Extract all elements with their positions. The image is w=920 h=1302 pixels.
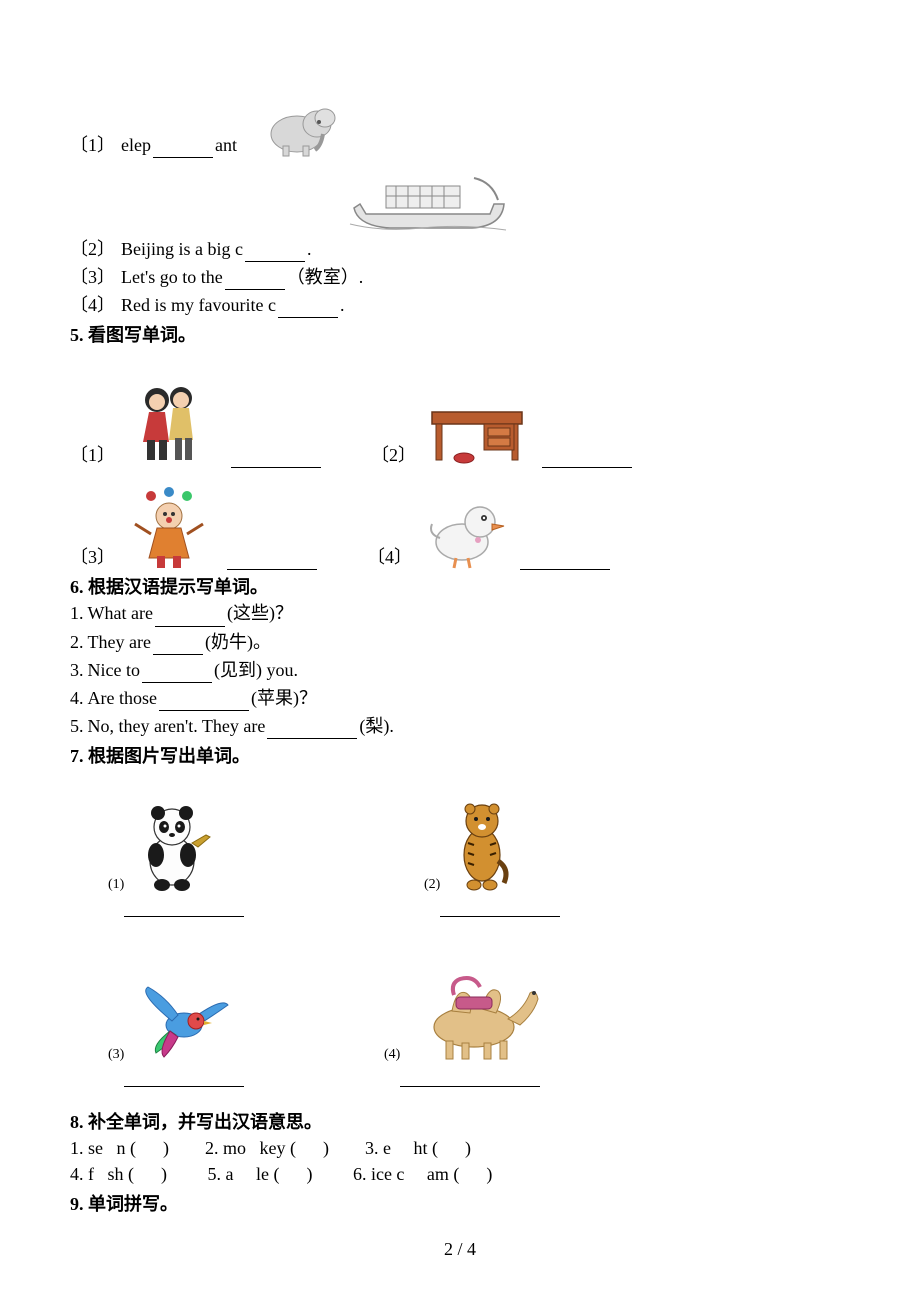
s6-4-after: (苹果)？ <box>251 685 317 711</box>
s6-item-5: 5. No, they aren't. They are (梨). <box>70 713 850 739</box>
section-8-heading: 8. 补全单词，并写出汉语意思。 <box>70 1109 850 1135</box>
q3-index: 〔3〕 <box>70 264 115 290</box>
q3-blank[interactable] <box>225 272 285 290</box>
s5-item-2-blank[interactable] <box>542 450 632 468</box>
question-2-text: 〔2〕 Beijing is a big c . <box>70 236 850 262</box>
s5-item-4-blank[interactable] <box>520 552 610 570</box>
s5-item-3-index: 〔3〕 <box>70 544 115 570</box>
s6-2-n: 2. <box>70 629 84 655</box>
children-icon <box>121 378 221 468</box>
question-4-text: 〔4〕 Red is my favourite c . <box>70 292 850 318</box>
tiger-icon <box>444 799 522 895</box>
s6-1-before: What are <box>88 600 153 626</box>
s6-item-4: 4. Are those (苹果)？ <box>70 685 850 711</box>
camel-icon <box>404 965 554 1065</box>
section-7-heading: 7. 根据图片写出单词。 <box>70 743 850 769</box>
s5-item-4-index: 〔4〕 <box>367 544 412 570</box>
section-5-heading: 5. 看图写单词。 <box>70 322 850 348</box>
s6-3-n: 3. <box>70 657 84 683</box>
s6-5-n: 5. <box>70 713 84 739</box>
s7-lbl-3: (3) <box>108 1045 124 1065</box>
q3-after: （教室）. <box>287 264 364 290</box>
s6-4-blank[interactable] <box>159 693 249 711</box>
panda-icon <box>128 799 220 895</box>
section-7-row-2: (3) (4) <box>70 965 850 1087</box>
s8-row-1: 1. se n ( ) 2. mo key ( ) 3. e ht ( ) <box>70 1135 850 1161</box>
q2-index: 〔2〕 <box>70 236 115 262</box>
question-2-image-row <box>70 164 850 236</box>
q1-before: elep <box>121 132 151 158</box>
s6-5-blank[interactable] <box>267 721 357 739</box>
s6-item-3: 3. Nice to (见到) you. <box>70 657 850 683</box>
boat-icon <box>342 164 512 236</box>
s6-1-blank[interactable] <box>155 609 225 627</box>
elephant-icon <box>261 90 339 162</box>
desk-icon <box>422 394 532 468</box>
s6-1-after: (这些)？ <box>227 600 293 626</box>
bird-icon <box>128 975 238 1065</box>
section-6-heading: 6. 根据汉语提示写单词。 <box>70 574 850 600</box>
s7-blank-4[interactable] <box>400 1069 540 1087</box>
q2-after: . <box>307 236 312 262</box>
q4-blank[interactable] <box>278 300 338 318</box>
s5-item-1-index: 〔1〕 <box>70 442 115 468</box>
s6-4-before: Are those <box>88 685 157 711</box>
q4-after: . <box>340 292 345 318</box>
s5-item-1-blank[interactable] <box>231 450 321 468</box>
section-9-heading: 9. 单词拼写。 <box>70 1191 850 1217</box>
q1-index: 〔1〕 <box>70 132 115 158</box>
s6-item-1: 1. What are (这些)？ <box>70 600 850 626</box>
s8-row-2: 4. f sh ( ) 5. a le ( ) 6. ice c am ( ) <box>70 1161 850 1187</box>
s6-1-n: 1. <box>70 600 84 626</box>
s6-3-blank[interactable] <box>142 665 212 683</box>
q3-before: Let's go to the <box>121 264 223 290</box>
s6-2-after: (奶牛)。 <box>205 629 271 655</box>
s7-blank-3[interactable] <box>124 1069 244 1087</box>
s6-3-after: (见到) you. <box>214 657 298 683</box>
section-5-row-2: 〔3〕 〔4〕 <box>70 484 850 570</box>
s6-5-after: (梨). <box>359 713 394 739</box>
section-5-row-1: 〔1〕 〔2〕 <box>70 378 850 468</box>
s6-3-before: Nice to <box>88 657 140 683</box>
duck-icon <box>418 496 510 570</box>
q2-blank[interactable] <box>245 244 305 262</box>
clown-icon <box>121 484 217 570</box>
q4-index: 〔4〕 <box>70 292 115 318</box>
s7-blank-1[interactable] <box>124 899 244 917</box>
q1-after: ant <box>215 132 237 158</box>
page-number: 2 / 4 <box>0 1236 920 1262</box>
s7-lbl-4: (4) <box>384 1045 400 1065</box>
q1-blank[interactable] <box>153 140 213 158</box>
s7-lbl-2: (2) <box>424 875 440 895</box>
question-3-text: 〔3〕 Let's go to the （教室）. <box>70 264 850 290</box>
s7-lbl-1: (1) <box>108 875 124 895</box>
q2-before: Beijing is a big c <box>121 236 243 262</box>
s6-4-n: 4. <box>70 685 84 711</box>
s5-item-2-index: 〔2〕 <box>371 442 416 468</box>
section-7-row-1: (1) (2) <box>70 799 850 917</box>
s6-2-before: They are <box>88 629 151 655</box>
s6-5-before: No, they aren't. They are <box>88 713 266 739</box>
s5-item-3-blank[interactable] <box>227 552 317 570</box>
s6-2-blank[interactable] <box>153 637 203 655</box>
q4-before: Red is my favourite c <box>121 292 276 318</box>
question-1-row: 〔1〕 elep ant <box>70 90 850 158</box>
s6-item-2: 2. They are (奶牛)。 <box>70 629 850 655</box>
s7-blank-2[interactable] <box>440 899 560 917</box>
